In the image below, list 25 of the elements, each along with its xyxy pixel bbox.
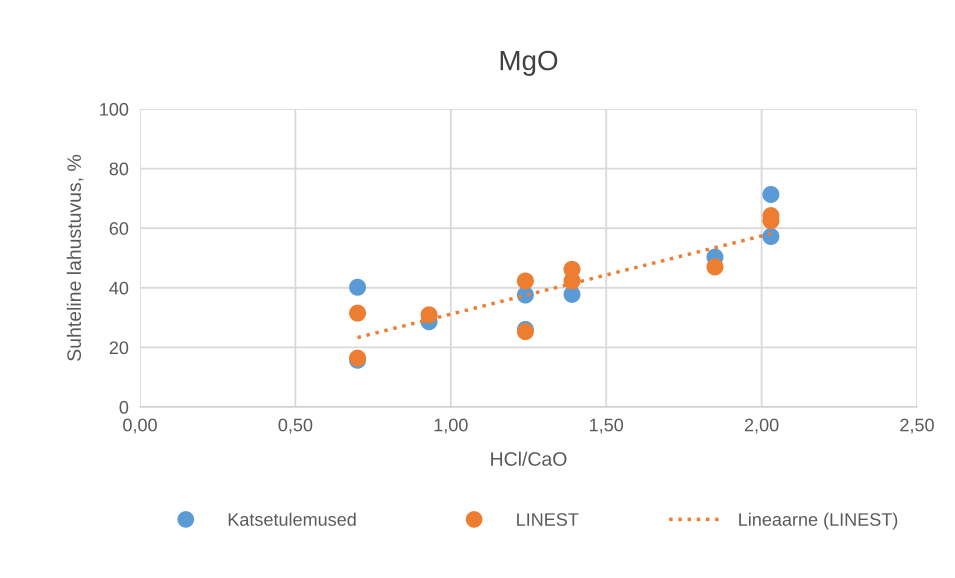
x-tick-label: 0,50: [278, 418, 312, 434]
legend-label: Lineaarne (LINEST): [739, 512, 898, 530]
x-tick-label: 1,50: [590, 418, 624, 434]
x-tick-label: 1,00: [434, 418, 468, 434]
legend-label: Katsetulemused: [228, 512, 356, 526]
point: [516, 272, 534, 290]
y-tick-label: 80: [110, 162, 128, 176]
x-axis-title: HCl/CaO: [491, 452, 566, 466]
y-tick-label: 20: [110, 341, 128, 354]
point: [420, 306, 438, 324]
y-tick-label: 0: [120, 400, 128, 414]
x-tick-label: 2,00: [744, 418, 778, 434]
x-tick-label: 2,50: [900, 418, 934, 434]
legend-label: LINEST: [517, 513, 578, 526]
point: [349, 278, 366, 296]
point: [349, 304, 366, 322]
point: [762, 186, 780, 204]
y-tick-label: 60: [110, 222, 128, 235]
x-tick-label: 0,00: [123, 418, 157, 434]
point: [762, 228, 780, 246]
y-axis-title: Suhteline lahustuvus, %: [66, 154, 84, 361]
y-tick-label: 100: [100, 102, 128, 116]
point: [706, 258, 724, 276]
chart-title: MgO: [500, 50, 558, 76]
y-tick-label: 40: [109, 282, 128, 295]
